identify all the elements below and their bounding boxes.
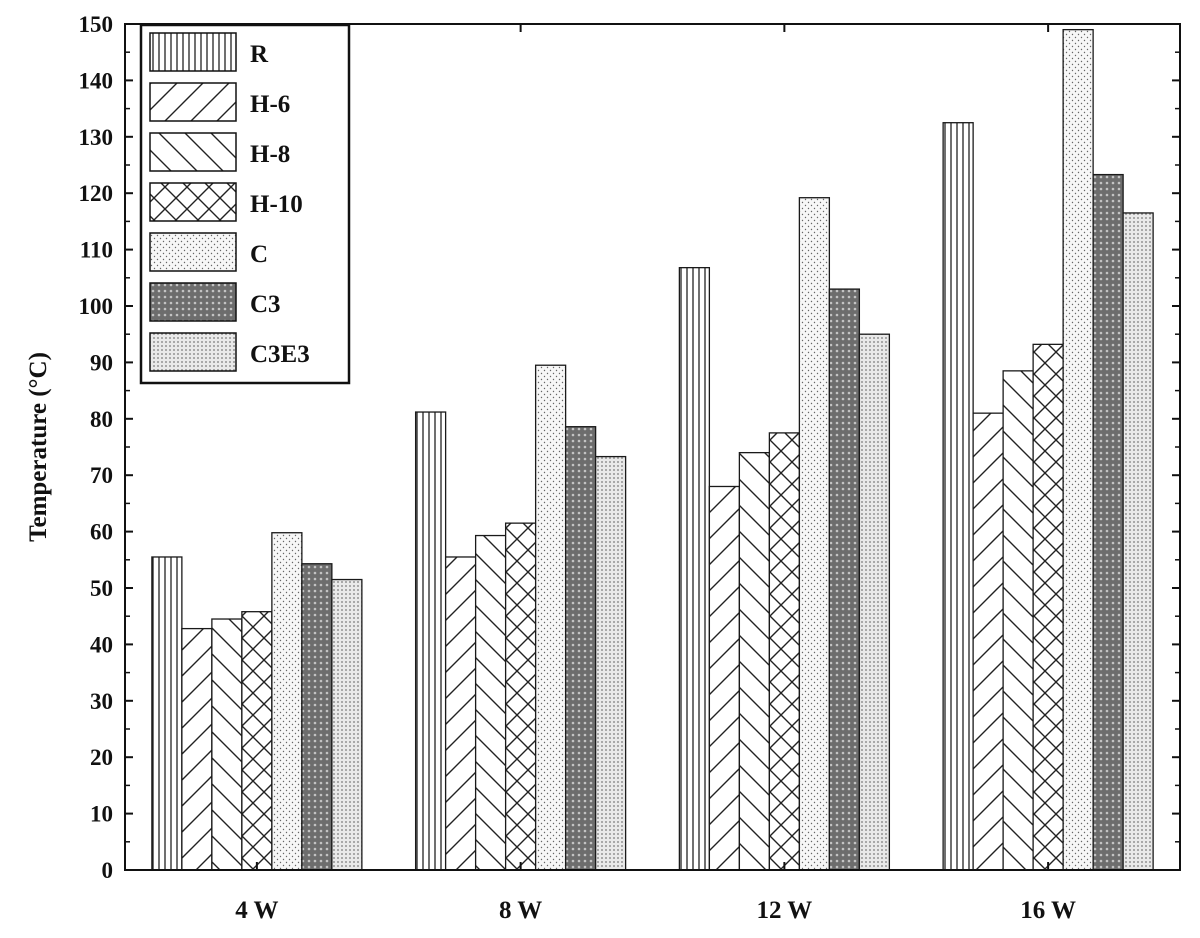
bar-h-8-2 — [738, 451, 771, 871]
bar-c3e3-2 — [858, 333, 891, 871]
bar-h-6-1 — [444, 556, 477, 871]
bar-c3-0 — [301, 563, 333, 871]
legend-label-h-10: H-10 — [250, 191, 303, 218]
legend-label-h-8: H-8 — [250, 141, 290, 168]
y-tick-label: 150 — [79, 12, 114, 37]
y-tick-label: 110 — [80, 238, 113, 263]
bar-c-3 — [1062, 28, 1094, 871]
bar-c-1 — [534, 364, 567, 871]
y-tick-label: 50 — [90, 576, 113, 601]
legend-swatch-h-10 — [149, 182, 237, 222]
bar-c3-3 — [1092, 173, 1124, 871]
bar-h-8-3 — [1002, 370, 1034, 871]
x-category-label: 8 W — [499, 897, 542, 924]
y-tick-label: 120 — [79, 181, 114, 206]
y-tick-label: 80 — [90, 407, 113, 432]
legend-label-c3: C3 — [250, 291, 281, 318]
y-tick-label: 60 — [90, 520, 113, 545]
legend-label-c: C — [250, 241, 268, 268]
bar-r-3 — [942, 122, 974, 871]
bar-h-10-0 — [241, 611, 273, 871]
bar-c-0 — [271, 532, 303, 871]
y-tick-label: 30 — [90, 689, 113, 714]
bar-h-10-1 — [504, 522, 537, 871]
y-tick-label: 90 — [90, 350, 113, 375]
y-tick-label: 40 — [90, 632, 113, 657]
y-tick-label: 100 — [79, 294, 114, 319]
bar-h-10-2 — [768, 432, 801, 871]
bar-c-2 — [798, 197, 831, 871]
bar-c3e3-1 — [594, 455, 627, 871]
bar-r-0 — [151, 556, 183, 871]
bar-h-8-0 — [211, 618, 243, 871]
y-tick-label: 20 — [90, 745, 113, 770]
bar-h-6-0 — [181, 627, 213, 871]
bar-h-6-2 — [708, 485, 741, 871]
y-tick-label: 70 — [90, 463, 113, 488]
legend-swatch-h-6 — [149, 82, 237, 122]
legend-swatch-c3 — [149, 282, 237, 322]
legend-label-c3e3: C3E3 — [250, 341, 310, 368]
legend-swatch-c — [149, 232, 237, 272]
bar-h-6-3 — [972, 412, 1004, 871]
bar-c3-1 — [564, 426, 597, 871]
x-category-label: 16 W — [1020, 897, 1076, 924]
y-tick-label: 10 — [90, 802, 113, 827]
bar-c3e3-3 — [1122, 212, 1154, 871]
legend-label-r: R — [250, 41, 269, 68]
x-category-label: 4 W — [235, 897, 278, 924]
bar-c3e3-0 — [331, 578, 363, 871]
y-tick-label: 130 — [79, 125, 114, 150]
bar-c3-2 — [828, 288, 861, 871]
legend-swatch-r — [149, 32, 237, 72]
y-tick-label: 0 — [102, 858, 114, 883]
legend-swatch-h-8 — [149, 132, 237, 172]
legend-label-h-6: H-6 — [250, 91, 290, 118]
x-category-label: 12 W — [756, 897, 812, 924]
bar-r-2 — [678, 266, 711, 871]
y-axis-title: Temperature (°C) — [25, 352, 52, 542]
bar-h-8-1 — [474, 534, 507, 871]
bar-h-10-3 — [1032, 343, 1064, 871]
bar-r-1 — [414, 411, 447, 871]
legend-swatch-c3e3 — [149, 332, 237, 372]
y-tick-label: 140 — [79, 68, 114, 93]
